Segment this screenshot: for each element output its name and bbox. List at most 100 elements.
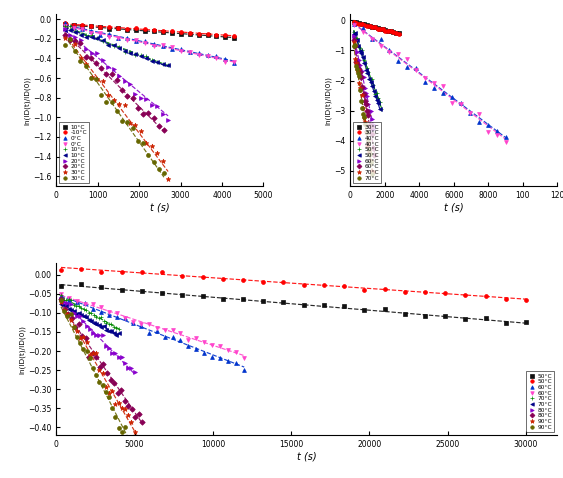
30°C <box>66 36 73 42</box>
-10°C <box>124 26 131 32</box>
50°C <box>370 82 377 87</box>
10°C <box>186 31 193 37</box>
50°C <box>350 32 357 37</box>
70°C <box>355 70 361 76</box>
70°C <box>108 328 115 334</box>
30°C <box>150 160 157 165</box>
50°C <box>354 37 360 43</box>
60°C <box>193 336 200 341</box>
10°C <box>79 23 86 29</box>
0°C <box>106 32 113 37</box>
10°C <box>88 34 95 40</box>
20°C <box>121 78 128 84</box>
70°C <box>100 318 107 324</box>
60°C <box>225 347 231 353</box>
90°C <box>93 372 100 378</box>
30°C <box>160 170 167 176</box>
50°C <box>240 296 247 302</box>
30°C <box>88 74 95 80</box>
30°C <box>377 26 383 32</box>
10°C <box>66 23 73 29</box>
50°C <box>442 290 449 296</box>
10°C <box>115 45 122 51</box>
60°C <box>82 300 88 306</box>
0°C <box>195 52 202 58</box>
80°C <box>70 311 77 316</box>
70°C <box>75 311 82 316</box>
40°C <box>493 129 500 134</box>
60°C <box>97 304 104 310</box>
0°C <box>213 54 220 59</box>
-10°C <box>115 25 122 31</box>
70°C <box>70 302 77 308</box>
10°C <box>78 32 84 37</box>
60°C <box>350 37 357 43</box>
10°C <box>177 31 184 36</box>
90°C <box>115 425 122 431</box>
80°C <box>115 354 122 360</box>
80°C <box>61 299 68 304</box>
50°C <box>462 292 469 298</box>
-10°C <box>70 22 77 27</box>
30°C <box>143 141 150 146</box>
70°C <box>91 312 97 317</box>
40°C <box>467 110 473 116</box>
70°C <box>352 64 359 69</box>
60°C <box>74 298 81 304</box>
50°C <box>363 65 370 71</box>
40°C <box>502 139 509 144</box>
30°C <box>145 152 151 158</box>
60°C <box>105 312 112 318</box>
50°C <box>375 100 382 106</box>
40°C <box>475 120 482 125</box>
10°C <box>121 49 128 54</box>
30°C <box>372 24 378 30</box>
70°C <box>358 93 365 98</box>
80°C <box>112 350 119 356</box>
10°C <box>159 61 166 67</box>
90°C <box>106 394 113 400</box>
40°C <box>395 58 402 64</box>
30°C <box>374 25 381 31</box>
80°C <box>64 300 71 306</box>
60°C <box>352 43 359 49</box>
20°C <box>149 102 155 108</box>
70°C <box>364 137 371 142</box>
70°C <box>68 307 74 313</box>
50°C <box>442 314 449 319</box>
50°C <box>118 287 125 293</box>
0°C <box>159 43 166 48</box>
Legend: 50°C, 50°C, 60°C, 60°C, 70°C, 70°C, 80°C, 80°C, 90°C, 90°C: 50°C, 50°C, 60°C, 60°C, 70°C, 70°C, 80°C… <box>526 371 555 432</box>
60°C <box>74 299 81 305</box>
10°C <box>142 28 149 33</box>
40°C <box>386 47 393 53</box>
60°C <box>368 109 374 114</box>
80°C <box>125 366 132 371</box>
40°C <box>413 67 419 73</box>
50°C <box>355 43 361 49</box>
50°C <box>372 91 378 97</box>
40°C <box>431 85 437 91</box>
Line: 90°C: 90°C <box>59 298 137 452</box>
90°C <box>67 311 74 317</box>
20°C <box>160 127 167 132</box>
30°C <box>364 23 370 29</box>
70°C <box>78 312 84 317</box>
50°C <box>350 29 357 34</box>
70°C <box>360 116 367 121</box>
Line: 60°C: 60°C <box>59 294 246 372</box>
60°C <box>358 74 364 79</box>
40°C <box>395 51 402 56</box>
60°C <box>361 85 368 91</box>
70°C <box>83 307 90 313</box>
10°C <box>115 44 122 50</box>
-10°C <box>142 26 149 32</box>
50°C <box>280 299 287 304</box>
20°C <box>154 103 160 109</box>
0°C <box>168 44 175 50</box>
30°C <box>379 26 386 32</box>
10°C <box>99 37 106 43</box>
Line: 50°C: 50°C <box>352 30 383 111</box>
30°C <box>364 22 370 28</box>
60°C <box>225 358 231 363</box>
